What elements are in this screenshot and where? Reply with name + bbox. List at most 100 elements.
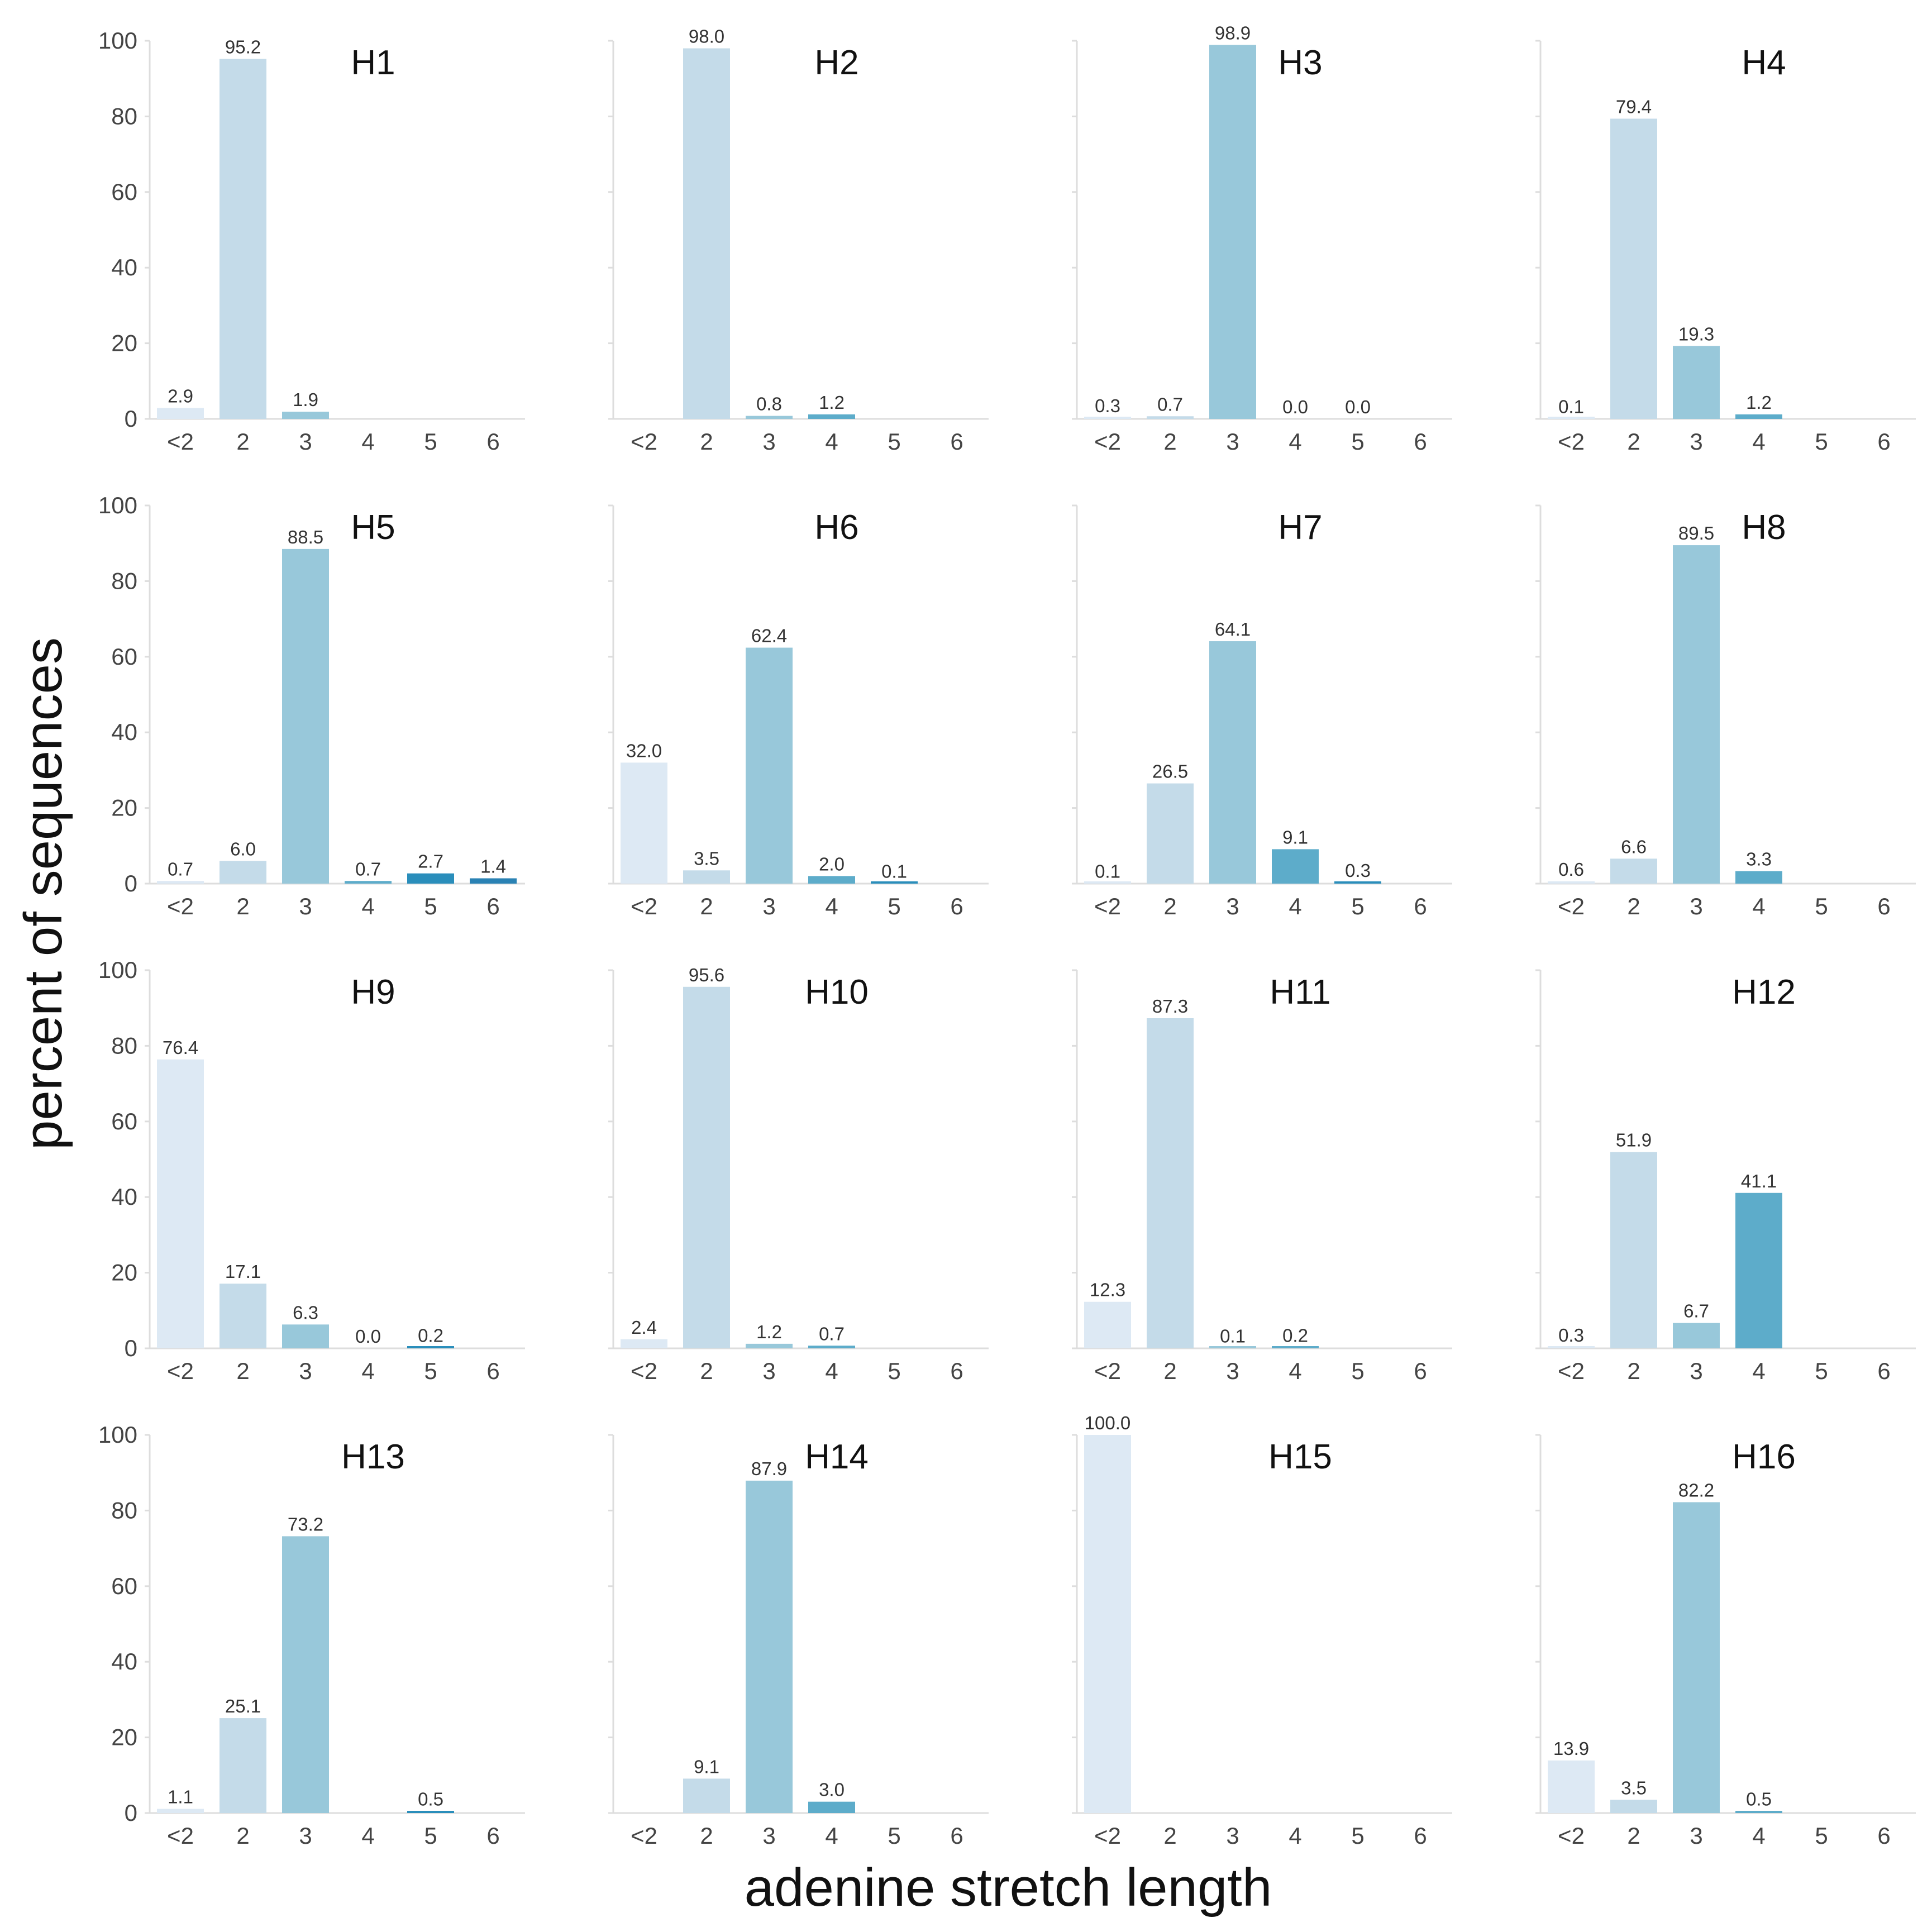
x-tick-label: <2	[1558, 893, 1585, 919]
x-tick-label: 6	[486, 893, 499, 919]
x-tick-label: 4	[361, 428, 374, 455]
x-tick-label: 6	[1414, 428, 1427, 455]
bar	[1548, 1760, 1595, 1813]
bar	[1147, 416, 1194, 419]
bar-value-label: 62.4	[751, 626, 787, 646]
bar	[407, 873, 454, 884]
panel-h9: 0 20 40 60 80 100 76.4 <2 17.1 2 6.3 3 0.0 4 0.2 5 6 H9	[98, 957, 525, 1384]
bar	[1673, 545, 1720, 884]
x-tick-label: 5	[1815, 428, 1828, 455]
x-tick-label: 3	[1690, 1823, 1702, 1849]
x-tick-label: 4	[1752, 1823, 1765, 1849]
bar-value-label: 2.7	[418, 851, 443, 872]
bar	[157, 408, 204, 419]
x-tick-label: 4	[1752, 893, 1765, 919]
bar	[1735, 1811, 1782, 1813]
x-tick-label: 3	[299, 893, 312, 919]
bar-value-label: 25.1	[225, 1696, 261, 1716]
x-tick-label: 5	[1351, 893, 1364, 919]
x-tick-label: 3	[1690, 893, 1702, 919]
panel-title: H12	[1732, 973, 1796, 1012]
x-tick-label: 6	[1414, 1823, 1427, 1849]
panel-h14: <2 9.1 2 87.9 3 3.0 4 5 6 H14	[608, 1434, 989, 1849]
x-tick-label: 6	[950, 1823, 963, 1849]
y-tick-label: 20	[111, 795, 137, 821]
x-tick-label: 3	[1226, 893, 1239, 919]
x-tick-label: 3	[762, 428, 775, 455]
x-tick-label: 3	[762, 1823, 775, 1849]
bar-value-label: 6.6	[1621, 836, 1647, 857]
bar	[1147, 783, 1194, 884]
panel-title: H10	[805, 973, 869, 1012]
panel-h10: 2.4 <2 95.6 2 1.2 3 0.7 4 5 6 H10	[608, 965, 989, 1384]
bar	[157, 1059, 204, 1348]
bar	[683, 986, 730, 1348]
x-tick-label: 4	[1289, 1823, 1301, 1849]
bar	[407, 1811, 454, 1813]
x-tick-label: 2	[700, 1823, 713, 1849]
y-tick-label: 0	[125, 1335, 137, 1361]
bar	[1610, 858, 1657, 884]
panel-h11: 12.3 <2 87.3 2 0.1 3 0.2 4 5 6 H11	[1072, 969, 1452, 1384]
x-tick-label: 5	[424, 1358, 437, 1384]
y-tick-label: 0	[125, 870, 137, 896]
x-tick-label: 6	[1877, 428, 1890, 455]
x-tick-label: 2	[236, 1823, 249, 1849]
bar	[683, 48, 730, 419]
bar-value-label: 87.3	[1152, 996, 1188, 1017]
bar-value-label: 0.7	[1157, 394, 1183, 414]
x-tick-label: 2	[236, 428, 249, 455]
bar	[808, 1801, 855, 1813]
bar-value-label: 95.2	[225, 36, 261, 57]
x-tick-label: <2	[1558, 1358, 1585, 1384]
x-tick-label: 2	[700, 1358, 713, 1384]
panel-h2: <2 98.0 2 0.8 3 1.2 4 5 6 H2	[608, 26, 989, 455]
y-tick-label: 100	[98, 957, 137, 983]
y-tick-label: 60	[111, 179, 137, 205]
x-axis-title: adenine stretch length	[745, 1858, 1272, 1917]
y-tick-label: 100	[98, 492, 137, 518]
bar	[683, 870, 730, 884]
bar-value-label: 0.7	[819, 1323, 845, 1344]
bar	[1209, 45, 1256, 419]
y-tick-label: 60	[111, 1108, 137, 1134]
bar-value-label: 2.9	[168, 385, 193, 406]
x-tick-label: 6	[486, 1358, 499, 1384]
x-tick-label: 5	[1815, 893, 1828, 919]
panel-title: H5	[351, 508, 395, 547]
panel-title: H13	[341, 1438, 405, 1476]
x-tick-label: <2	[1094, 428, 1121, 455]
bar	[746, 647, 793, 884]
x-tick-label: 2	[1163, 893, 1176, 919]
panel-title: H2	[814, 44, 858, 82]
bar-value-label: 0.8	[756, 394, 782, 414]
bar-value-label: 73.2	[288, 1514, 323, 1534]
bar	[1548, 881, 1595, 884]
x-tick-label: 6	[950, 893, 963, 919]
y-tick-label: 60	[111, 1573, 137, 1599]
bar	[1084, 881, 1131, 884]
bar-value-label: 0.6	[1558, 859, 1584, 880]
x-tick-label: 3	[299, 428, 312, 455]
y-tick-label: 40	[111, 1184, 137, 1210]
bar	[1735, 871, 1782, 884]
x-tick-label: 5	[888, 893, 900, 919]
bar-value-label: 1.2	[819, 392, 845, 413]
bar-value-label: 79.4	[1616, 96, 1652, 117]
x-tick-label: 4	[825, 893, 838, 919]
panel-h13: 0 20 40 60 80 100 1.1 <2 25.1 2 73.2 3 4 0.5 5 6 H13	[98, 1421, 525, 1849]
bar-value-label: 2.4	[631, 1317, 657, 1338]
x-tick-label: 5	[1351, 428, 1364, 455]
x-tick-label: 4	[1289, 893, 1301, 919]
bar-value-label: 76.4	[163, 1037, 198, 1058]
bar-value-label: 19.3	[1678, 323, 1714, 344]
panel-title: H7	[1278, 508, 1322, 547]
bar-value-label: 0.1	[1220, 1325, 1246, 1346]
y-tick-label: 20	[111, 1260, 137, 1286]
y-tick-label: 80	[111, 1032, 137, 1058]
bar	[1673, 1502, 1720, 1813]
panel-title: H3	[1278, 44, 1322, 82]
x-tick-label: 5	[424, 1823, 437, 1849]
x-tick-label: <2	[631, 428, 657, 455]
